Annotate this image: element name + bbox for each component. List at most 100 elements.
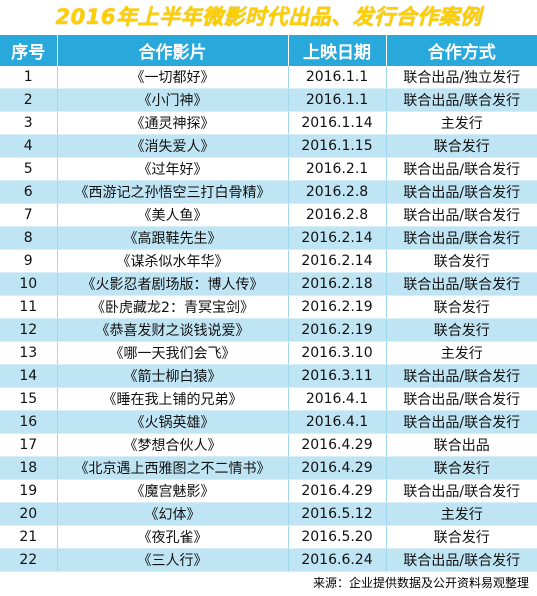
- film-title-cell: 《哪一天我们会飞》: [57, 341, 289, 365]
- release-date-cell: 2016.2.19: [288, 318, 387, 342]
- release-date-cell: 2016.2.14: [288, 249, 387, 273]
- row-index-cell: 9: [0, 249, 58, 273]
- film-title-cell: 《火影忍者剧场版：博人传》: [57, 272, 289, 296]
- cooperation-type-cell: 联合发行: [386, 134, 537, 158]
- release-date-cell: 2016.4.29: [288, 433, 387, 457]
- release-date-cell: 2016.2.8: [288, 203, 387, 227]
- film-title-cell: 《箭士柳白猿》: [57, 364, 289, 388]
- release-date-cell: 2016.1.14: [288, 111, 387, 135]
- table-row: 2 《小门神》 2016.1.1 联合出品/联合发行: [0, 88, 537, 112]
- table-header-row: 序号 合作影片 上映日期 合作方式: [0, 35, 537, 66]
- table-row: 1 《一切都好》 2016.1.1 联合出品/独立发行: [0, 66, 537, 89]
- film-title-cell: 《通灵神探》: [57, 111, 289, 135]
- table-row: 20 《幻体》 2016.5.12 主发行: [0, 502, 537, 526]
- table-row: 4 《消失爱人》 2016.1.15 联合发行: [0, 134, 537, 158]
- film-title-cell: 《一切都好》: [57, 66, 289, 89]
- table-row: 15 《睡在我上铺的兄弟》 2016.4.1 联合出品/联合发行: [0, 387, 537, 411]
- cooperation-type-cell: 联合发行: [386, 249, 537, 273]
- cooperation-type-cell: 联合出品/联合发行: [386, 364, 537, 388]
- cooperation-type-cell: 联合出品/联合发行: [386, 180, 537, 204]
- film-title-cell: 《梦想合伙人》: [57, 433, 289, 457]
- table-row: 9 《谋杀似水年华》 2016.2.14 联合发行: [0, 249, 537, 273]
- table-row: 14 《箭士柳白猿》 2016.3.11 联合出品/联合发行: [0, 364, 537, 388]
- cooperation-type-cell: 联合发行: [386, 318, 537, 342]
- release-date-cell: 2016.2.1: [288, 157, 387, 181]
- row-index-cell: 3: [0, 111, 58, 135]
- film-title-cell: 《谋杀似水年华》: [57, 249, 289, 273]
- release-date-cell: 2016.4.29: [288, 479, 387, 503]
- release-date-cell: 2016.4.29: [288, 456, 387, 480]
- cooperation-type-cell: 联合出品/联合发行: [386, 88, 537, 112]
- film-title-cell: 《幻体》: [57, 502, 289, 526]
- table-row: 21 《夜孔雀》 2016.5.20 联合发行: [0, 525, 537, 549]
- row-index-cell: 2: [0, 88, 58, 112]
- film-title-cell: 《美人鱼》: [57, 203, 289, 227]
- release-date-cell: 2016.4.1: [288, 410, 387, 434]
- cooperation-type-cell: 联合发行: [386, 295, 537, 319]
- release-date-cell: 2016.6.24: [288, 548, 387, 572]
- header-index: 序号: [0, 35, 58, 66]
- table-body: 1 《一切都好》 2016.1.1 联合出品/独立发行 2 《小门神》 2016.1.1 联合…: [0, 66, 537, 572]
- cooperation-type-cell: 联合出品/联合发行: [386, 387, 537, 411]
- cooperation-type-cell: 联合发行: [386, 525, 537, 549]
- row-index-cell: 6: [0, 180, 58, 204]
- table-row: 22 《三人行》 2016.6.24 联合出品/联合发行: [0, 548, 537, 572]
- release-date-cell: 2016.1.1: [288, 66, 387, 89]
- cases-table: 序号 合作影片 上映日期 合作方式 1 《一切都好》 2016.1.1 联合出品/独立…: [0, 35, 537, 572]
- cooperation-type-cell: 联合出品/联合发行: [386, 548, 537, 572]
- table-row: 7 《美人鱼》 2016.2.8 联合出品/联合发行: [0, 203, 537, 227]
- table-row: 6 《西游记之孙悟空三打白骨精》 2016.2.8 联合出品/联合发行: [0, 180, 537, 204]
- release-date-cell: 2016.1.1: [288, 88, 387, 112]
- row-index-cell: 10: [0, 272, 58, 296]
- table-row: 5 《过年好》 2016.2.1 联合出品/联合发行: [0, 157, 537, 181]
- release-date-cell: 2016.1.15: [288, 134, 387, 158]
- row-index-cell: 8: [0, 226, 58, 250]
- release-date-cell: 2016.5.20: [288, 525, 387, 549]
- row-index-cell: 13: [0, 341, 58, 365]
- row-index-cell: 17: [0, 433, 58, 457]
- film-title-cell: 《高跟鞋先生》: [57, 226, 289, 250]
- film-title-cell: 《火锅英雄》: [57, 410, 289, 434]
- film-title-cell: 《睡在我上铺的兄弟》: [57, 387, 289, 411]
- document-title: 2016年上半年微影时代出品、发行合作案例: [55, 5, 482, 29]
- table-row: 16 《火锅英雄》 2016.4.1 联合出品/联合发行: [0, 410, 537, 434]
- row-index-cell: 20: [0, 502, 58, 526]
- table-row: 18 《北京遇上西雅图之不二情书》 2016.4.29 联合发行: [0, 456, 537, 480]
- film-title-cell: 《消失爱人》: [57, 134, 289, 158]
- release-date-cell: 2016.2.19: [288, 295, 387, 319]
- row-index-cell: 12: [0, 318, 58, 342]
- film-title-cell: 《魔宫魅影》: [57, 479, 289, 503]
- row-index-cell: 7: [0, 203, 58, 227]
- header-release-date: 上映日期: [288, 35, 387, 66]
- cooperation-type-cell: 联合出品: [386, 433, 537, 457]
- film-title-cell: 《三人行》: [57, 548, 289, 572]
- cooperation-type-cell: 主发行: [386, 341, 537, 365]
- row-index-cell: 11: [0, 295, 58, 319]
- film-title-cell: 《夜孔雀》: [57, 525, 289, 549]
- release-date-cell: 2016.5.12: [288, 502, 387, 526]
- film-title-cell: 《卧虎藏龙2：青冥宝剑》: [57, 295, 289, 319]
- table-row: 11 《卧虎藏龙2：青冥宝剑》 2016.2.19 联合发行: [0, 295, 537, 319]
- release-date-cell: 2016.3.11: [288, 364, 387, 388]
- film-title-cell: 《恭喜发财之谈钱说爱》: [57, 318, 289, 342]
- row-index-cell: 21: [0, 525, 58, 549]
- release-date-cell: 2016.3.10: [288, 341, 387, 365]
- cooperation-type-cell: 联合出品/联合发行: [386, 226, 537, 250]
- film-title-cell: 《西游记之孙悟空三打白骨精》: [57, 180, 289, 204]
- cooperation-type-cell: 联合出品/联合发行: [386, 157, 537, 181]
- table-row: 8 《高跟鞋先生》 2016.2.14 联合出品/联合发行: [0, 226, 537, 250]
- table-row: 19 《魔宫魅影》 2016.4.29 联合出品/联合发行: [0, 479, 537, 503]
- row-index-cell: 14: [0, 364, 58, 388]
- row-index-cell: 19: [0, 479, 58, 503]
- cooperation-type-cell: 联合出品/独立发行: [386, 66, 537, 89]
- row-index-cell: 1: [0, 66, 58, 89]
- release-date-cell: 2016.2.8: [288, 180, 387, 204]
- release-date-cell: 2016.2.18: [288, 272, 387, 296]
- row-index-cell: 16: [0, 410, 58, 434]
- cooperation-type-cell: 主发行: [386, 111, 537, 135]
- cooperation-type-cell: 联合出品/联合发行: [386, 272, 537, 296]
- cooperation-type-cell: 联合出品/联合发行: [386, 410, 537, 434]
- table-row: 3 《通灵神探》 2016.1.14 主发行: [0, 111, 537, 135]
- row-index-cell: 22: [0, 548, 58, 572]
